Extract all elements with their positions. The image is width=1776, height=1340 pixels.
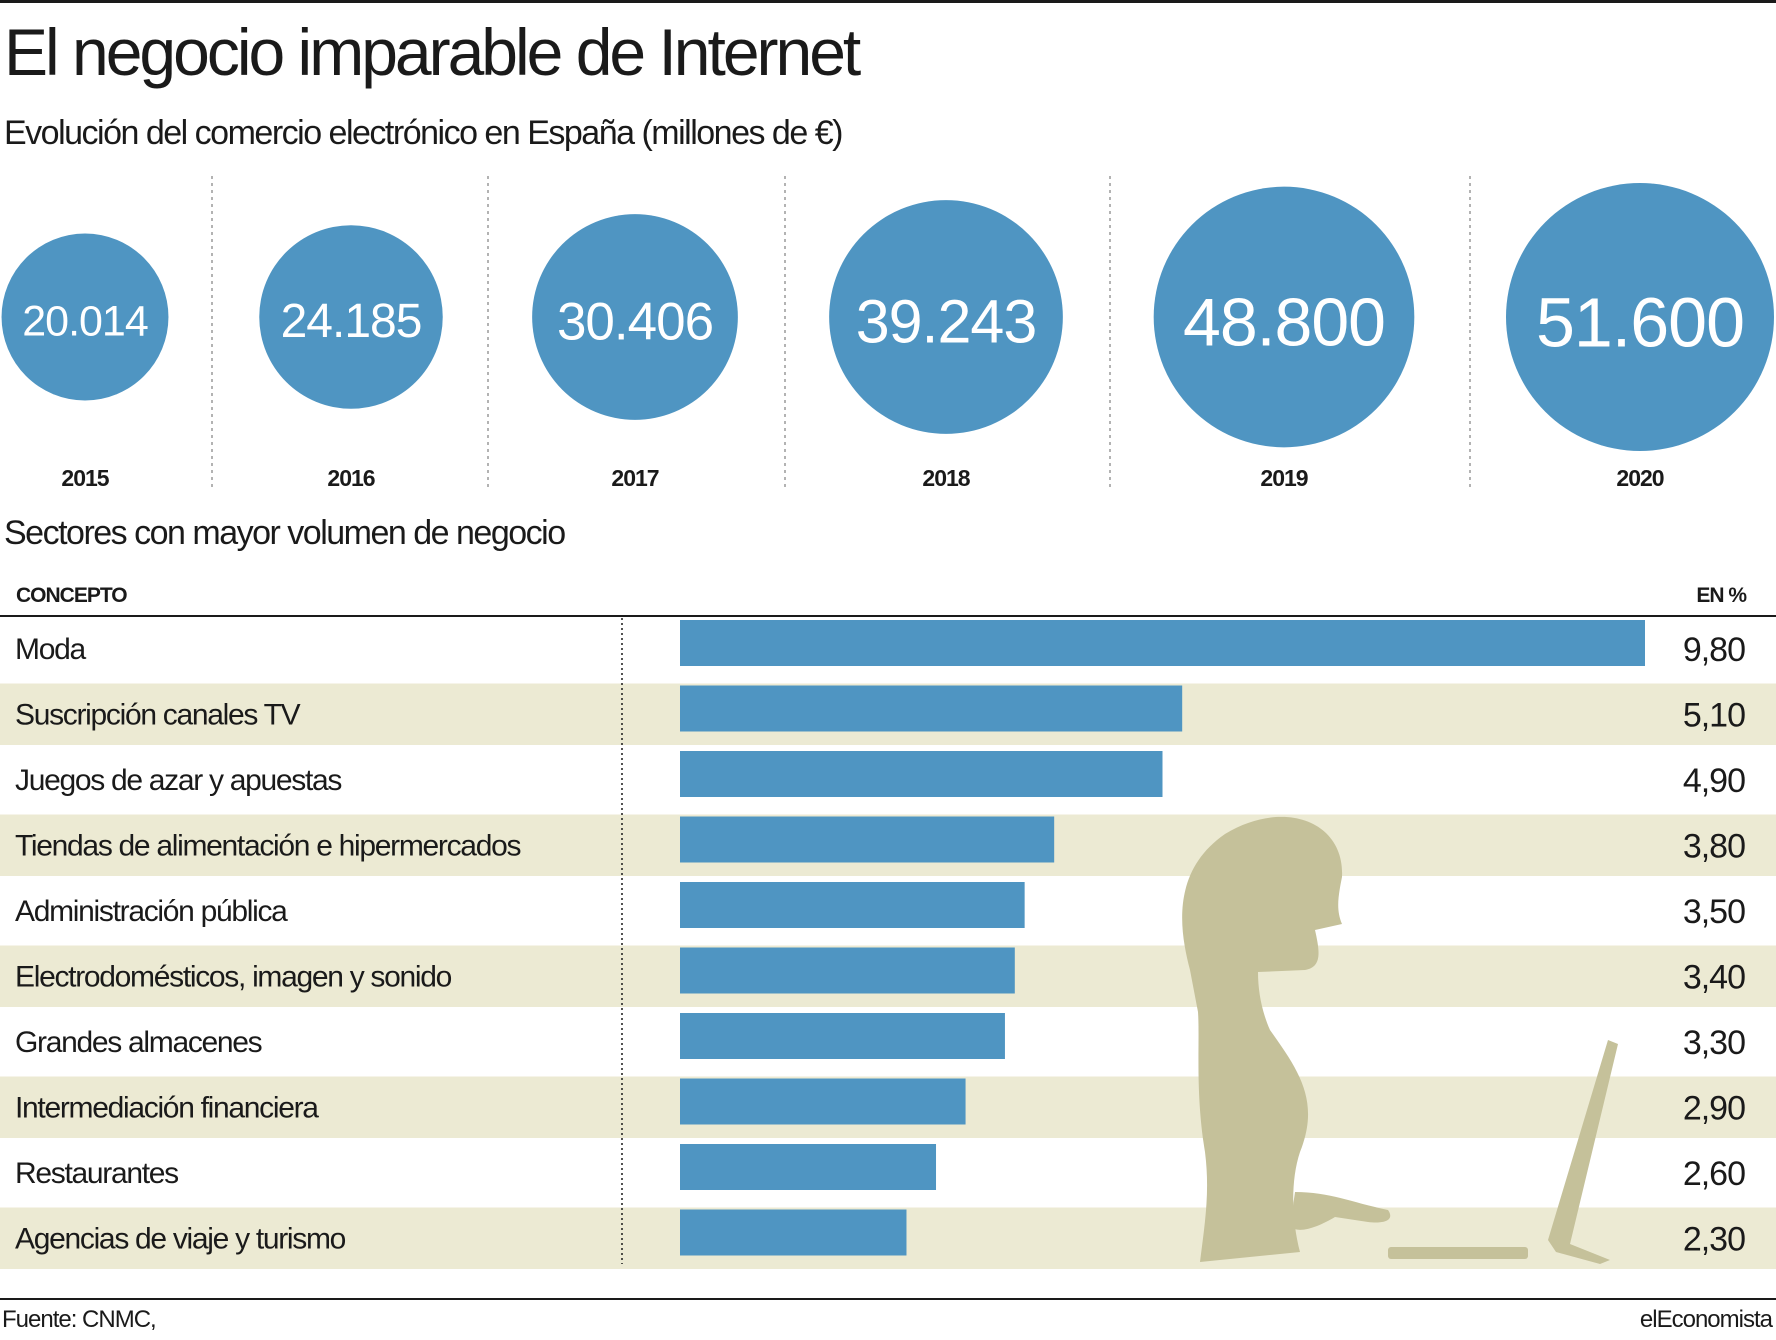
sectors-title: Sectores con mayor volumen de negocio (4, 514, 566, 552)
hand-silhouette (1290, 1192, 1391, 1230)
bar-chart: Moda 9,80 Suscripción canales TV 5,10 Juegos… (0, 615, 1776, 1269)
value-label: 3,80 (1683, 827, 1745, 865)
value-bar (680, 620, 1645, 666)
value-bar (680, 947, 1015, 994)
category-label: Agencias de viaje y turismo (15, 1222, 346, 1255)
woman-silhouette (1182, 816, 1343, 1262)
value-bar (680, 1209, 907, 1256)
year-label: 2020 (1616, 465, 1663, 491)
top-rule (0, 0, 1776, 3)
value-bar (680, 1144, 937, 1190)
year-label: 2018 (922, 465, 970, 491)
year-label: 2019 (1260, 465, 1307, 491)
value-label: 3,30 (1683, 1024, 1745, 1062)
column-header-percent: EN % (1696, 584, 1747, 607)
bubble-value-label: 48.800 (1183, 285, 1385, 361)
value-label: 2,30 (1683, 1220, 1745, 1258)
category-label: Suscripción canales TV (15, 698, 301, 731)
category-label: Moda (15, 633, 86, 666)
year-label: 2016 (327, 465, 374, 491)
category-label: Tiendas de alimentación e hipermercados (15, 829, 520, 862)
value-bubble (1, 233, 169, 401)
category-label: Electrodomésticos, imagen y sonido (15, 960, 452, 993)
year-label: 2017 (611, 465, 658, 491)
value-bubble (532, 214, 738, 420)
monitor-silhouette (1548, 1040, 1618, 1264)
value-label: 9,80 (1683, 631, 1745, 669)
category-label: Grandes almacenes (15, 1026, 262, 1059)
chart-subtitle: Evolución del comercio electrónico en Es… (4, 114, 843, 152)
value-bubble (829, 200, 1063, 434)
value-label: 3,50 (1683, 893, 1745, 931)
bubble-value-label: 24.185 (281, 295, 422, 348)
value-bubble (1506, 183, 1774, 451)
bubble-value-label: 51.600 (1536, 283, 1744, 361)
value-label: 3,40 (1683, 958, 1745, 996)
value-bubble (259, 225, 443, 409)
value-bubble (1153, 186, 1415, 448)
chart-title: El negocio imparable de Internet (4, 15, 861, 89)
year-label: 2015 (61, 465, 109, 491)
bubble-value-label: 30.406 (557, 293, 713, 352)
value-bar (680, 1013, 1005, 1059)
value-label: 2,60 (1683, 1155, 1745, 1193)
value-label: 4,90 (1683, 762, 1745, 800)
value-bar (680, 882, 1025, 928)
category-label: Intermediación financiera (15, 1091, 319, 1124)
value-label: 2,90 (1683, 1089, 1745, 1127)
value-label: 5,10 (1683, 696, 1745, 734)
bubble-chart: 20.014 2015 24.185 2016 30.406 2017 39.243 2018… (1, 176, 1774, 491)
woman-at-computer-silhouette (1182, 816, 1618, 1264)
value-bar (680, 751, 1163, 797)
value-bar (680, 1078, 966, 1125)
bottom-rule (0, 1298, 1776, 1300)
bubble-value-label: 39.243 (856, 288, 1037, 356)
value-bar (680, 816, 1055, 863)
brand-logo: elEconomista (1639, 1306, 1773, 1333)
keyboard-silhouette (1388, 1247, 1528, 1259)
bubble-value-label: 20.014 (22, 297, 148, 345)
category-label: Restaurantes (15, 1157, 178, 1190)
category-label: Administración pública (15, 895, 288, 928)
source-note: Fuente: CNMC, (2, 1306, 157, 1333)
column-header-concept: CONCEPTO (16, 584, 128, 607)
value-bar (680, 685, 1183, 732)
category-label: Juegos de azar y apuestas (15, 764, 341, 797)
